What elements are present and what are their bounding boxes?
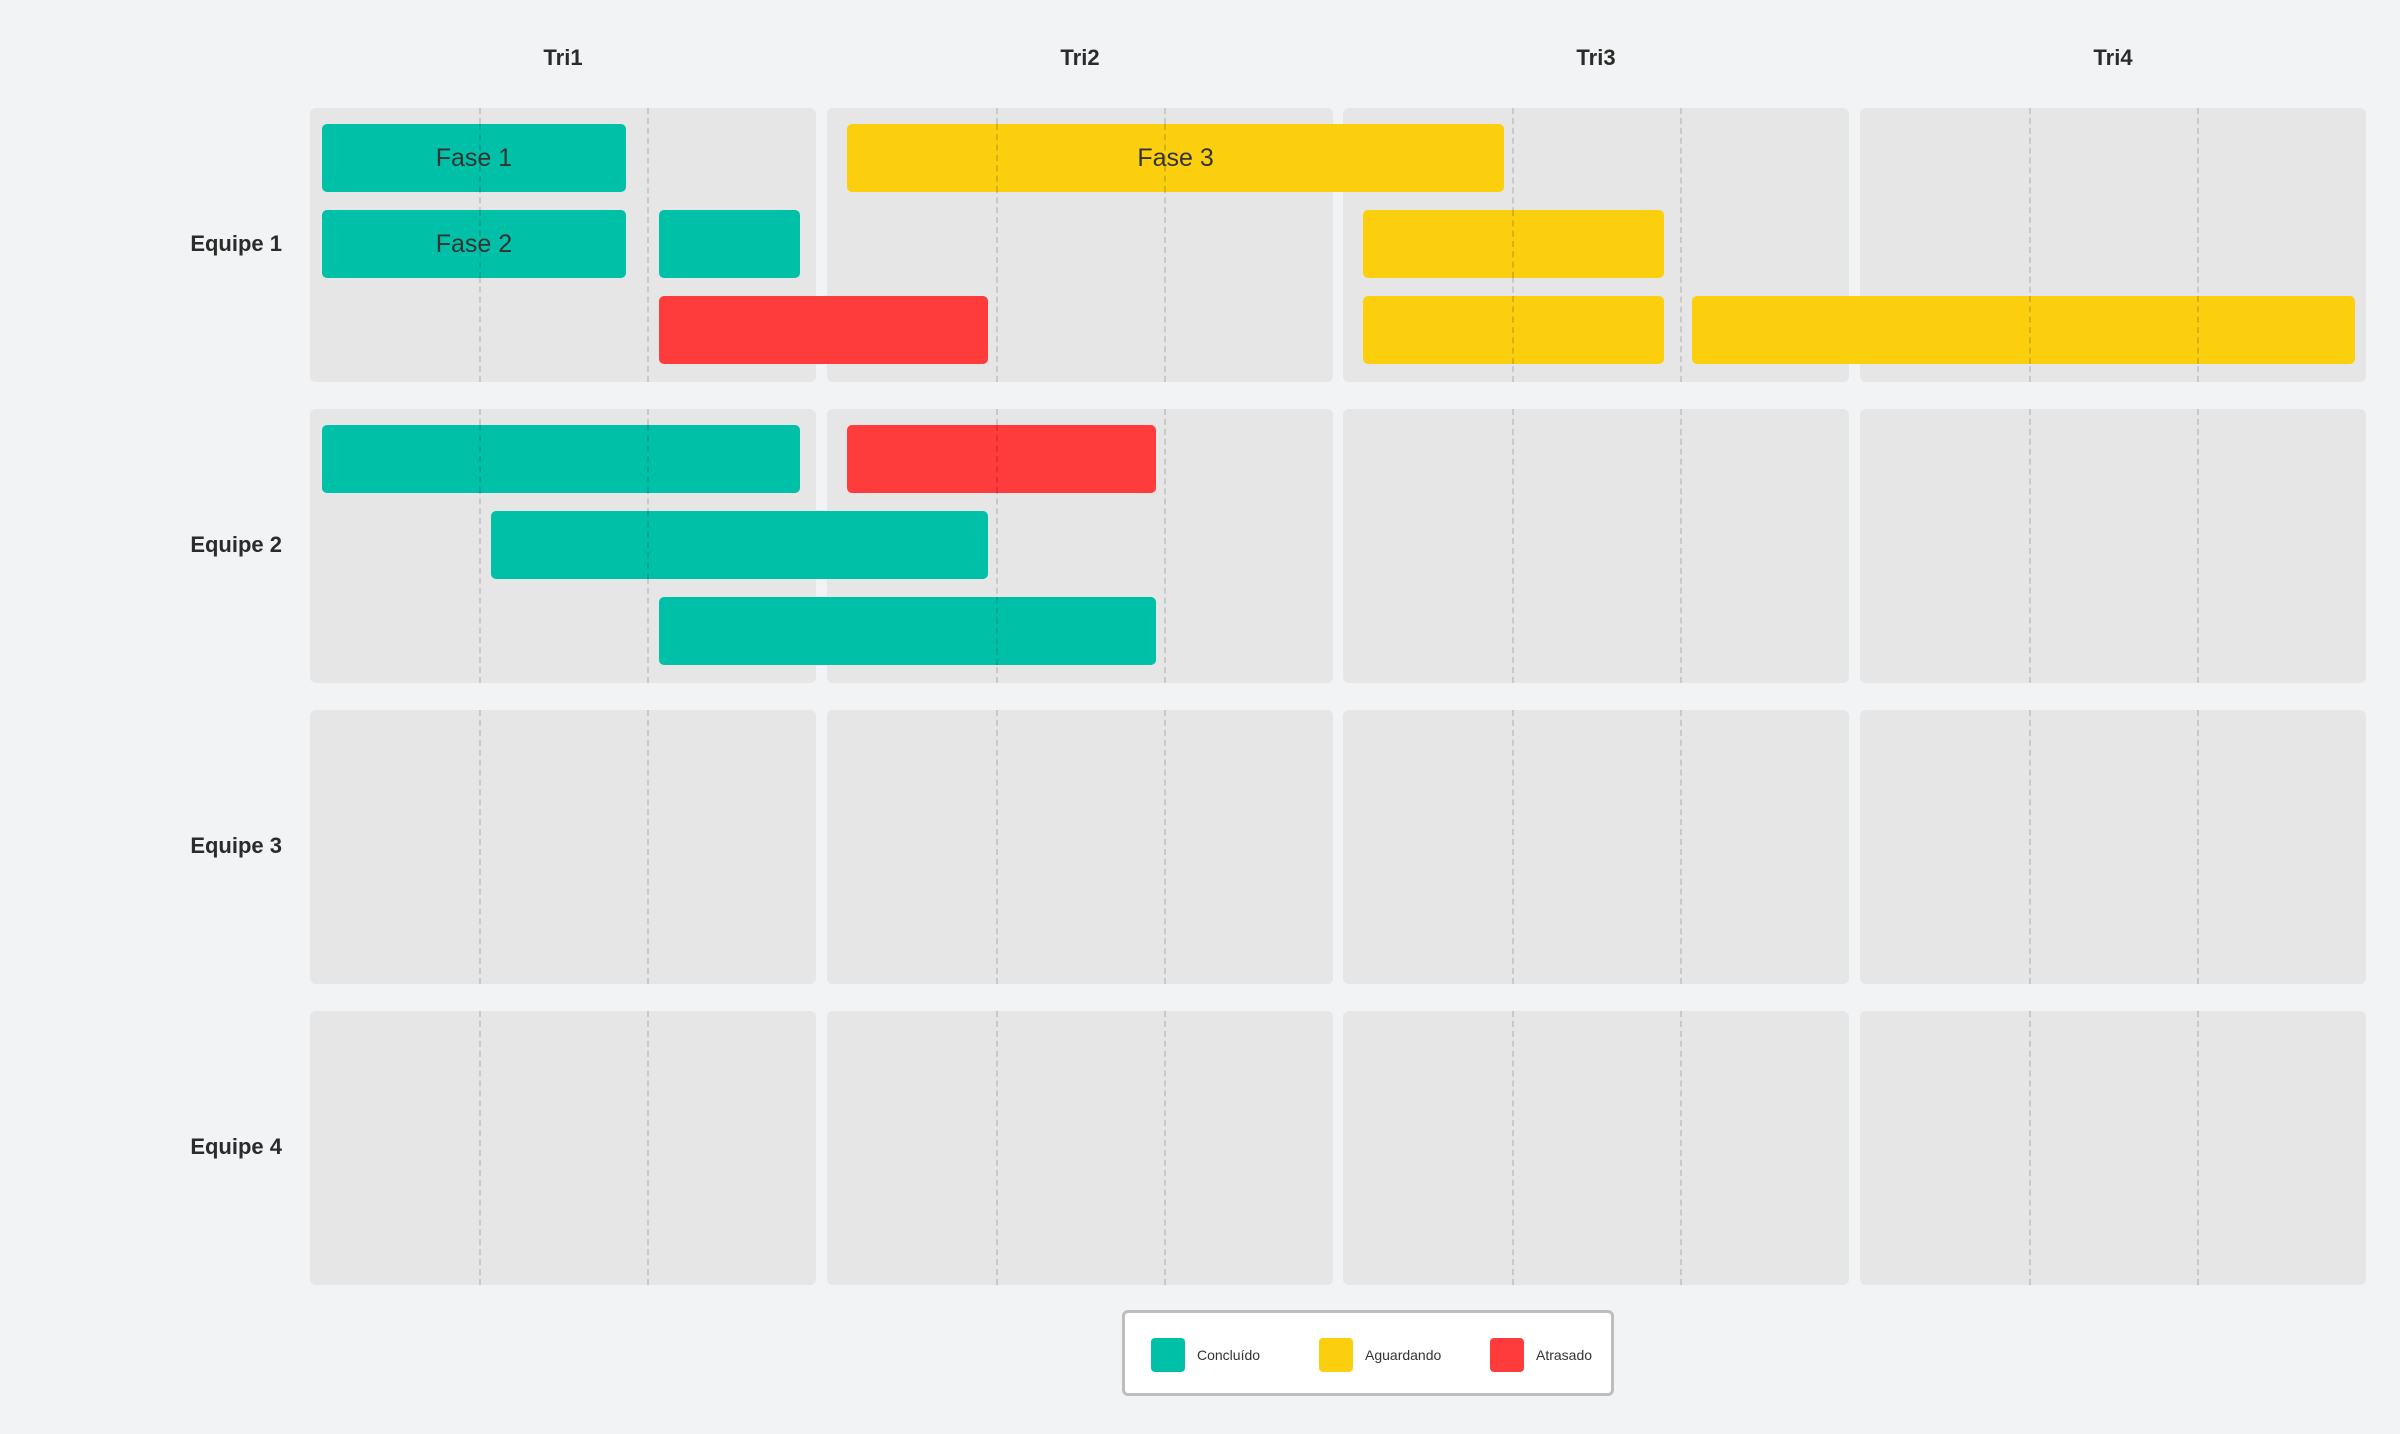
month-gridline: [1680, 409, 1682, 683]
grid-cell: [1343, 409, 1849, 683]
legend-item-concluido: Concluído: [1151, 1338, 1260, 1372]
legend-label-atrasado: Atrasado: [1536, 1347, 1593, 1363]
month-gridline: [1680, 108, 1682, 382]
month-gridline: [479, 710, 481, 984]
task-bar-atrasado[interactable]: [659, 296, 988, 364]
task-bar-concluido[interactable]: Fase 1: [322, 124, 626, 192]
month-gridline: [1164, 1011, 1166, 1285]
legend: Concluído Aguardando Atrasado: [1122, 1310, 1614, 1396]
month-gridline: [996, 409, 998, 683]
team-label-2: Equipe 2: [190, 532, 282, 557]
bar-gridline: [2028, 296, 2031, 364]
bar-gridline: [1511, 210, 1514, 278]
month-gridline: [1164, 409, 1166, 683]
month-gridline: [1680, 1011, 1682, 1285]
quarter-header-4: Tri4: [2093, 45, 2133, 70]
month-gridline: [1164, 108, 1166, 382]
bar-gridline: [478, 124, 481, 192]
grid-cell: [1860, 710, 2366, 984]
legend-item-atrasado: Atrasado: [1490, 1338, 1592, 1372]
month-gridline: [2197, 409, 2199, 683]
month-gridline: [2197, 108, 2199, 382]
month-gridline: [1512, 710, 1514, 984]
legend-swatch-atrasado: [1490, 1338, 1524, 1372]
grid-cell: [827, 1011, 1333, 1285]
month-gridline: [647, 1011, 649, 1285]
month-gridline: [1512, 1011, 1514, 1285]
team-label-4: Equipe 4: [190, 1134, 282, 1159]
month-gridline: [2197, 1011, 2199, 1285]
month-gridline: [2197, 710, 2199, 984]
grid-cell: [1343, 710, 1849, 984]
bar-gridline: [478, 210, 481, 278]
task-bar-aguardando[interactable]: [1692, 296, 2355, 364]
bar-gridline: [478, 425, 481, 493]
grid-cell: [1343, 1011, 1849, 1285]
bar-gridline: [647, 511, 650, 579]
legend-item-aguardando: Aguardando: [1319, 1338, 1441, 1372]
task-bar-concluido[interactable]: [322, 425, 800, 493]
quarter-header-2: Tri2: [1060, 45, 1100, 70]
quarter-header-1: Tri1: [543, 45, 583, 70]
month-gridline: [1680, 710, 1682, 984]
task-bar-aguardando[interactable]: [1363, 210, 1664, 278]
grid-cell: [827, 710, 1333, 984]
month-gridline: [647, 710, 649, 984]
month-gridline: [996, 1011, 998, 1285]
bar-gridline: [995, 425, 998, 493]
grid-cell: [1860, 1011, 2366, 1285]
grid-cell: [310, 710, 816, 984]
legend-label-concluido: Concluído: [1197, 1347, 1261, 1363]
task-bar-label: Fase 3: [1137, 143, 1214, 172]
task-bar-concluido[interactable]: [659, 597, 1157, 665]
bar-gridline: [1511, 296, 1514, 364]
month-gridline: [479, 1011, 481, 1285]
task-bar-atrasado[interactable]: [847, 425, 1157, 493]
team-label-3: Equipe 3: [190, 833, 282, 858]
legend-label-aguardando: Aguardando: [1365, 1347, 1442, 1363]
task-bar-label: Fase 1: [435, 143, 513, 172]
month-gridline: [1164, 710, 1166, 984]
task-bar-concluido[interactable]: Fase 2: [322, 210, 626, 278]
task-bar-aguardando[interactable]: Fase 3: [847, 124, 1504, 192]
bar-gridline: [647, 425, 650, 493]
bar-gridline: [1164, 124, 1167, 192]
task-bar-label: Fase 2: [435, 229, 513, 258]
month-gridline: [996, 710, 998, 984]
month-gridline: [2029, 710, 2031, 984]
month-gridline: [2029, 108, 2031, 382]
bar-gridline: [2197, 296, 2200, 364]
grid-cell: [310, 1011, 816, 1285]
grid-cell: [1860, 409, 2366, 683]
bar-gridline: [995, 597, 998, 665]
task-bar-concluido[interactable]: [490, 511, 988, 579]
task-bar-concluido[interactable]: [659, 210, 800, 278]
month-gridline: [479, 409, 481, 683]
month-gridline: [2029, 1011, 2031, 1285]
month-gridline: [1512, 409, 1514, 683]
month-gridline: [647, 108, 649, 382]
quarter-header-3: Tri3: [1576, 45, 1616, 70]
bar-gridline: [995, 124, 998, 192]
team-label-1: Equipe 1: [190, 231, 282, 256]
legend-swatch-concluido: [1151, 1338, 1185, 1372]
task-bar-aguardando[interactable]: [1363, 296, 1664, 364]
month-gridline: [996, 108, 998, 382]
month-gridline: [2029, 409, 2031, 683]
legend-swatch-aguardando: [1319, 1338, 1353, 1372]
